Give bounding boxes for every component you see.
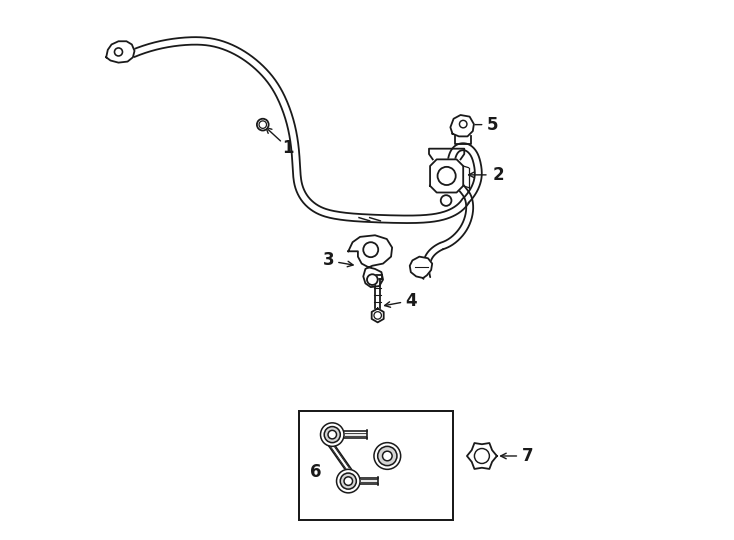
Circle shape: [459, 120, 467, 128]
Circle shape: [363, 242, 378, 257]
Text: 4: 4: [405, 292, 417, 310]
Circle shape: [474, 449, 490, 463]
Circle shape: [341, 473, 356, 489]
Text: 7: 7: [522, 447, 533, 465]
Circle shape: [374, 443, 401, 469]
Circle shape: [378, 447, 397, 465]
Circle shape: [440, 195, 451, 206]
Circle shape: [344, 477, 352, 485]
Polygon shape: [106, 41, 134, 63]
Bar: [299, 410, 453, 520]
Polygon shape: [371, 308, 384, 322]
Circle shape: [259, 121, 266, 129]
Text: 2: 2: [492, 166, 504, 184]
Circle shape: [257, 119, 269, 131]
Circle shape: [374, 312, 382, 319]
Polygon shape: [451, 115, 474, 137]
Circle shape: [367, 274, 378, 285]
Polygon shape: [349, 235, 392, 287]
Circle shape: [328, 430, 336, 439]
Circle shape: [324, 427, 341, 443]
Circle shape: [321, 423, 344, 447]
Text: 3: 3: [323, 252, 334, 269]
Text: 1: 1: [282, 139, 294, 157]
Text: 5: 5: [487, 116, 498, 133]
Polygon shape: [430, 159, 463, 192]
Circle shape: [382, 451, 392, 461]
Text: 6: 6: [310, 463, 322, 481]
Circle shape: [437, 167, 456, 185]
Circle shape: [336, 469, 360, 493]
Polygon shape: [467, 443, 497, 469]
Circle shape: [115, 48, 123, 56]
Polygon shape: [410, 256, 432, 278]
